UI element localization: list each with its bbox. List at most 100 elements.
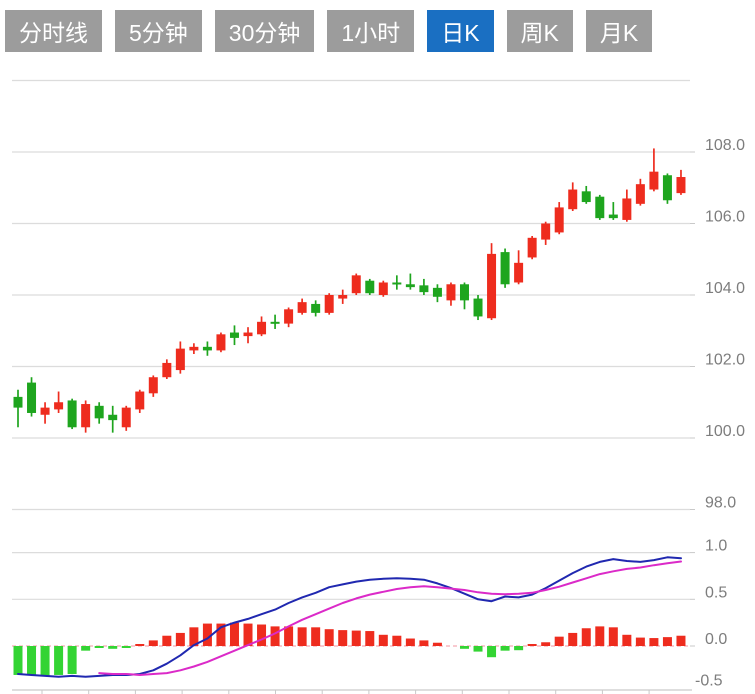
timeframe-button-3[interactable]: 1小时 <box>327 10 415 52</box>
candle-body <box>148 377 158 394</box>
timeframe-button-5[interactable]: 周K <box>506 10 573 52</box>
candle <box>554 202 564 235</box>
candle <box>459 282 469 310</box>
candle-body <box>189 346 199 351</box>
macd-bar <box>216 623 226 646</box>
macd-bar <box>189 627 199 646</box>
candle <box>284 307 294 328</box>
candle-body <box>405 284 415 288</box>
dif-line <box>17 556 682 678</box>
candle <box>13 389 23 428</box>
macd-bar <box>270 626 280 646</box>
candle <box>270 314 280 329</box>
macd-bar <box>568 632 578 646</box>
candle-body <box>608 214 618 219</box>
macd-bar <box>324 629 334 646</box>
candle <box>67 398 77 430</box>
timeframe-toolbar: 分时线 5分钟 30分钟 1小时 日K 周K 月K <box>5 10 653 52</box>
price-tick-label: 104.0 <box>705 280 745 297</box>
dea-line <box>98 560 682 676</box>
candle <box>40 402 50 424</box>
candle <box>541 221 551 245</box>
candle <box>662 173 672 204</box>
candle <box>297 298 307 315</box>
candle <box>189 343 199 354</box>
candle-body <box>121 407 131 428</box>
candle-body <box>216 334 226 351</box>
candle <box>108 405 118 433</box>
macd-lines <box>17 556 682 678</box>
macd-bar <box>487 646 497 658</box>
candle <box>514 250 524 285</box>
candle <box>257 316 267 337</box>
timeframe-button-1[interactable]: 5分钟 <box>115 10 202 52</box>
macd-bar <box>662 637 672 646</box>
timeframe-button-2[interactable]: 30分钟 <box>214 10 315 52</box>
candle-body <box>108 414 118 421</box>
price-gridlines <box>12 79 695 511</box>
candle-body <box>243 332 253 337</box>
candle <box>527 236 537 260</box>
macd-bar <box>595 626 605 646</box>
macd-bar <box>297 627 307 646</box>
candle-body <box>175 348 185 371</box>
candle <box>148 375 158 397</box>
candle <box>175 341 185 374</box>
candle-body <box>459 284 469 301</box>
candle <box>568 182 578 211</box>
macd-bar <box>635 637 645 646</box>
macd-bar <box>311 627 321 646</box>
timeframe-button-4[interactable]: 日K <box>427 10 494 52</box>
candle-body <box>94 405 104 419</box>
candle-body <box>162 362 172 378</box>
candle <box>500 248 510 288</box>
candle-body <box>13 396 23 408</box>
candle-body <box>365 280 375 294</box>
macd-bar <box>121 646 131 648</box>
candle <box>581 185 591 204</box>
macd-bar <box>392 635 402 646</box>
macd-bar <box>378 634 388 646</box>
macd-bar <box>459 646 469 649</box>
candle <box>365 278 375 295</box>
candle-body <box>324 295 334 313</box>
timeframe-button-0[interactable]: 分时线 <box>5 10 102 52</box>
macd-bar <box>202 623 212 646</box>
candle-body <box>297 302 307 313</box>
candle-body <box>351 275 361 294</box>
candle-body <box>568 189 578 210</box>
macd-bar <box>13 646 23 675</box>
macd-bar <box>541 642 551 646</box>
candle <box>446 282 456 306</box>
candle <box>473 295 483 321</box>
candle-body <box>257 321 267 335</box>
macd-bar <box>676 635 686 646</box>
macd-bar <box>500 646 510 651</box>
macd-tick-label: 0.0 <box>705 631 727 648</box>
candle <box>432 284 442 303</box>
candle-body <box>27 382 37 413</box>
macd-bar <box>175 632 185 646</box>
macd-bar <box>649 638 659 646</box>
candle <box>378 280 388 297</box>
candle <box>81 400 91 433</box>
candle <box>27 377 37 417</box>
macd-bar <box>405 638 415 646</box>
macd-tick-label: 1.0 <box>705 538 727 555</box>
candle-body <box>473 298 483 317</box>
candle-body <box>54 402 64 410</box>
candle-body <box>622 198 632 220</box>
candle-body <box>662 175 672 201</box>
candle-body <box>284 309 294 324</box>
candle-body <box>392 282 402 285</box>
macd-bar <box>608 627 618 646</box>
bottom-axis <box>12 689 692 694</box>
macd-bar <box>229 622 239 646</box>
price-axis-labels: 108.0 106.0 104.0 102.0 100.0 98.0 <box>705 137 745 512</box>
macd-bar <box>622 634 632 646</box>
macd-bar <box>148 640 158 646</box>
price-tick-label: 98.0 <box>705 495 736 512</box>
candlestick-series <box>13 148 686 433</box>
timeframe-button-6[interactable]: 月K <box>585 10 653 52</box>
